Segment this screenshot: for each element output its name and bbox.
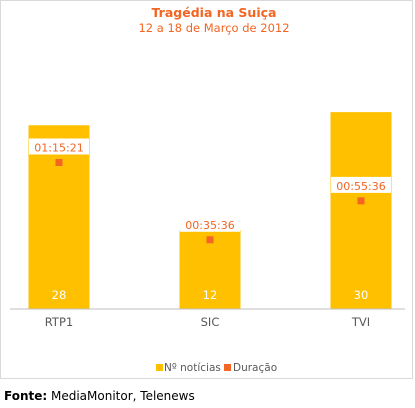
source-note: Fonte: MediaMonitor, Telenews xyxy=(4,389,195,403)
bar-value-label: 12 xyxy=(203,288,218,302)
duration-label: 01:15:21 xyxy=(34,141,83,154)
bar-tvi xyxy=(330,112,392,309)
bar-value-label: 28 xyxy=(52,288,67,302)
duration-label-box xyxy=(331,176,391,193)
category-label: RTP1 xyxy=(45,315,73,329)
legend-swatch-bars xyxy=(156,364,163,371)
duration-marker xyxy=(55,158,63,166)
duration-marker xyxy=(357,197,365,205)
bar-rtp1 xyxy=(28,125,90,309)
source-text: MediaMonitor, Telenews xyxy=(47,389,195,403)
category-label: TVI xyxy=(351,315,370,329)
chart-title: Tragédia na Suiça xyxy=(152,5,277,20)
category-label: SIC xyxy=(201,315,220,329)
duration-label: 00:55:36 xyxy=(336,180,385,193)
chart: Tragédia na Suiça 12 a 18 de Março de 20… xyxy=(10,5,405,374)
legend-label-bars: Nº notícias xyxy=(164,362,221,374)
bar-value-label: 30 xyxy=(354,288,369,302)
legend-swatch-duration xyxy=(224,364,231,371)
legend: Nº notícias Duração xyxy=(156,362,277,374)
chart-subtitle: 12 a 18 de Março de 2012 xyxy=(138,21,289,35)
legend-label-duration: Duração xyxy=(233,362,277,374)
source-label: Fonte: xyxy=(4,389,48,403)
duration-label-box xyxy=(180,215,240,232)
duration-marker xyxy=(206,236,214,244)
duration-label: 00:35:36 xyxy=(185,219,234,232)
duration-label-box xyxy=(29,138,89,155)
bar-sic xyxy=(179,230,241,309)
